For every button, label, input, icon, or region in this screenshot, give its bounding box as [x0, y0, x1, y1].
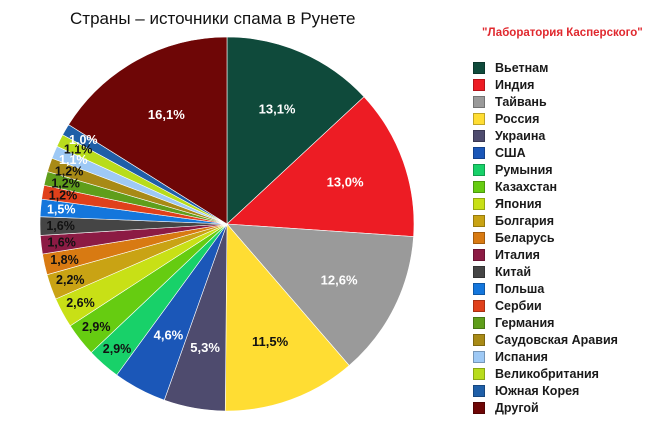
legend-item-великобритания: Великобритания [473, 365, 618, 382]
legend-item-украина: Украина [473, 127, 618, 144]
data-label-индия: 13,0% [327, 175, 364, 190]
legend-item-тайвань: Тайвань [473, 93, 618, 110]
pie-slice-вьетнам [226, 36, 365, 225]
legend-item-южная-корея: Южная Корея [473, 382, 618, 399]
legend: Вьетнам Индия Тайвань Россия Украина США Румын… [473, 59, 618, 416]
legend-label: Индия [495, 77, 535, 92]
legend-label: Другой [495, 400, 539, 415]
data-label-польша: 1,5% [47, 203, 76, 217]
data-label-испания: 1,1% [59, 153, 88, 167]
legend-item-россия: Россия [473, 110, 618, 127]
legend-swatch [473, 146, 485, 159]
data-label-россия: 11,5% [252, 334, 289, 349]
legend-label: Испания [495, 349, 548, 364]
pie-slice-другой [68, 36, 228, 225]
pie-slice-тайвань [226, 223, 414, 366]
legend-item-китай: Китай [473, 263, 618, 280]
legend-item-германия: Германия [473, 314, 618, 331]
data-label-тайвань: 12,6% [321, 272, 358, 287]
legend-label: Польша [495, 281, 545, 296]
pie-chart: 13,1% 13,0% 12,6% 11,5% 5,3% 4,6% 2,9% 2,9% 2,6%… [39, 36, 415, 412]
legend-item-япония: Япония [473, 195, 618, 212]
legend-swatch [473, 61, 485, 74]
legend-label: Тайвань [495, 94, 547, 109]
legend-label: США [495, 145, 526, 160]
legend-item-вьетнам: Вьетнам [473, 59, 618, 76]
data-label-сербии: 1,2% [49, 189, 78, 203]
legend-label: Великобритания [495, 366, 599, 381]
legend-swatch [473, 299, 485, 312]
data-label-вьетнам: 13,1% [259, 102, 296, 117]
legend-item-италия: Италия [473, 246, 618, 263]
legend-item-испания: Испания [473, 348, 618, 365]
chart-title: Страны – источники спама в Рунете [70, 9, 356, 28]
legend-label: Италия [495, 247, 540, 262]
data-label-сша: 4,6% [154, 327, 184, 342]
legend-swatch [473, 282, 485, 295]
legend-swatch [473, 95, 485, 108]
legend-swatch [473, 163, 485, 176]
legend-swatch [473, 401, 485, 414]
data-label-болгария: 2,2% [56, 273, 85, 287]
legend-label: Вьетнам [495, 60, 549, 75]
legend-item-казахстан: Казахстан [473, 178, 618, 195]
pie-data-labels: 13,1% 13,0% 12,6% 11,5% 5,3% 4,6% 2,9% 2,9% 2,6%… [46, 102, 364, 356]
chart-source-label: "Лаборатория Касперского" [482, 27, 643, 39]
legend-label: Болгария [495, 213, 555, 228]
legend-swatch [473, 248, 485, 261]
legend-item-саудовская-аравия: Саудовская Аравия [473, 331, 618, 348]
data-label-беларусь: 1,8% [50, 253, 79, 267]
legend-swatch [473, 214, 485, 227]
legend-item-болгария: Болгария [473, 212, 618, 229]
pie-slices [39, 36, 415, 412]
data-label-казахстан: 2,9% [82, 320, 111, 334]
data-label-саудовская-аравия: 1,2% [55, 164, 84, 178]
legend-item-румыния: Румыния [473, 161, 618, 178]
legend-swatch [473, 384, 485, 397]
legend-swatch [473, 197, 485, 210]
legend-item-сербии: Сербии [473, 297, 618, 314]
legend-item-индия: Индия [473, 76, 618, 93]
legend-item-беларусь: Беларусь [473, 229, 618, 246]
legend-item-польша: Польша [473, 280, 618, 297]
legend-label: Румыния [495, 162, 553, 177]
data-label-германия: 1,2% [51, 176, 80, 190]
legend-swatch [473, 316, 485, 329]
pie-slice-россия [224, 223, 350, 412]
legend-swatch [473, 265, 485, 278]
legend-label: Саудовская Аравия [495, 332, 618, 347]
data-label-другой: 16,1% [148, 107, 185, 122]
legend-label: Казахстан [495, 179, 558, 194]
legend-swatch [473, 350, 485, 363]
data-label-италия: 1,6% [47, 236, 76, 250]
legend-swatch [473, 129, 485, 142]
legend-label: Германия [495, 315, 555, 330]
data-label-южная-корея: 1,0% [69, 133, 98, 147]
legend-label: Южная Корея [495, 383, 580, 398]
legend-swatch [473, 180, 485, 193]
legend-swatch [473, 112, 485, 125]
legend-label: Сербии [495, 298, 542, 313]
legend-item-сша: США [473, 144, 618, 161]
legend-swatch [473, 333, 485, 346]
legend-label: Япония [495, 196, 542, 211]
data-label-румыния: 2,9% [103, 342, 132, 356]
legend-swatch [473, 78, 485, 91]
legend-label: Россия [495, 111, 540, 126]
legend-label: Беларусь [495, 230, 555, 245]
legend-item-другой: Другой [473, 399, 618, 416]
data-label-украина: 5,3% [190, 340, 220, 355]
legend-swatch [473, 367, 485, 380]
legend-label: Китай [495, 264, 532, 279]
pie-slice-индия [226, 96, 415, 237]
data-label-китай: 1,6% [46, 219, 75, 233]
legend-swatch [473, 231, 485, 244]
data-label-япония: 2,6% [66, 296, 95, 310]
data-label-великобритания: 1,1% [64, 143, 93, 157]
legend-label: Украина [495, 128, 546, 143]
